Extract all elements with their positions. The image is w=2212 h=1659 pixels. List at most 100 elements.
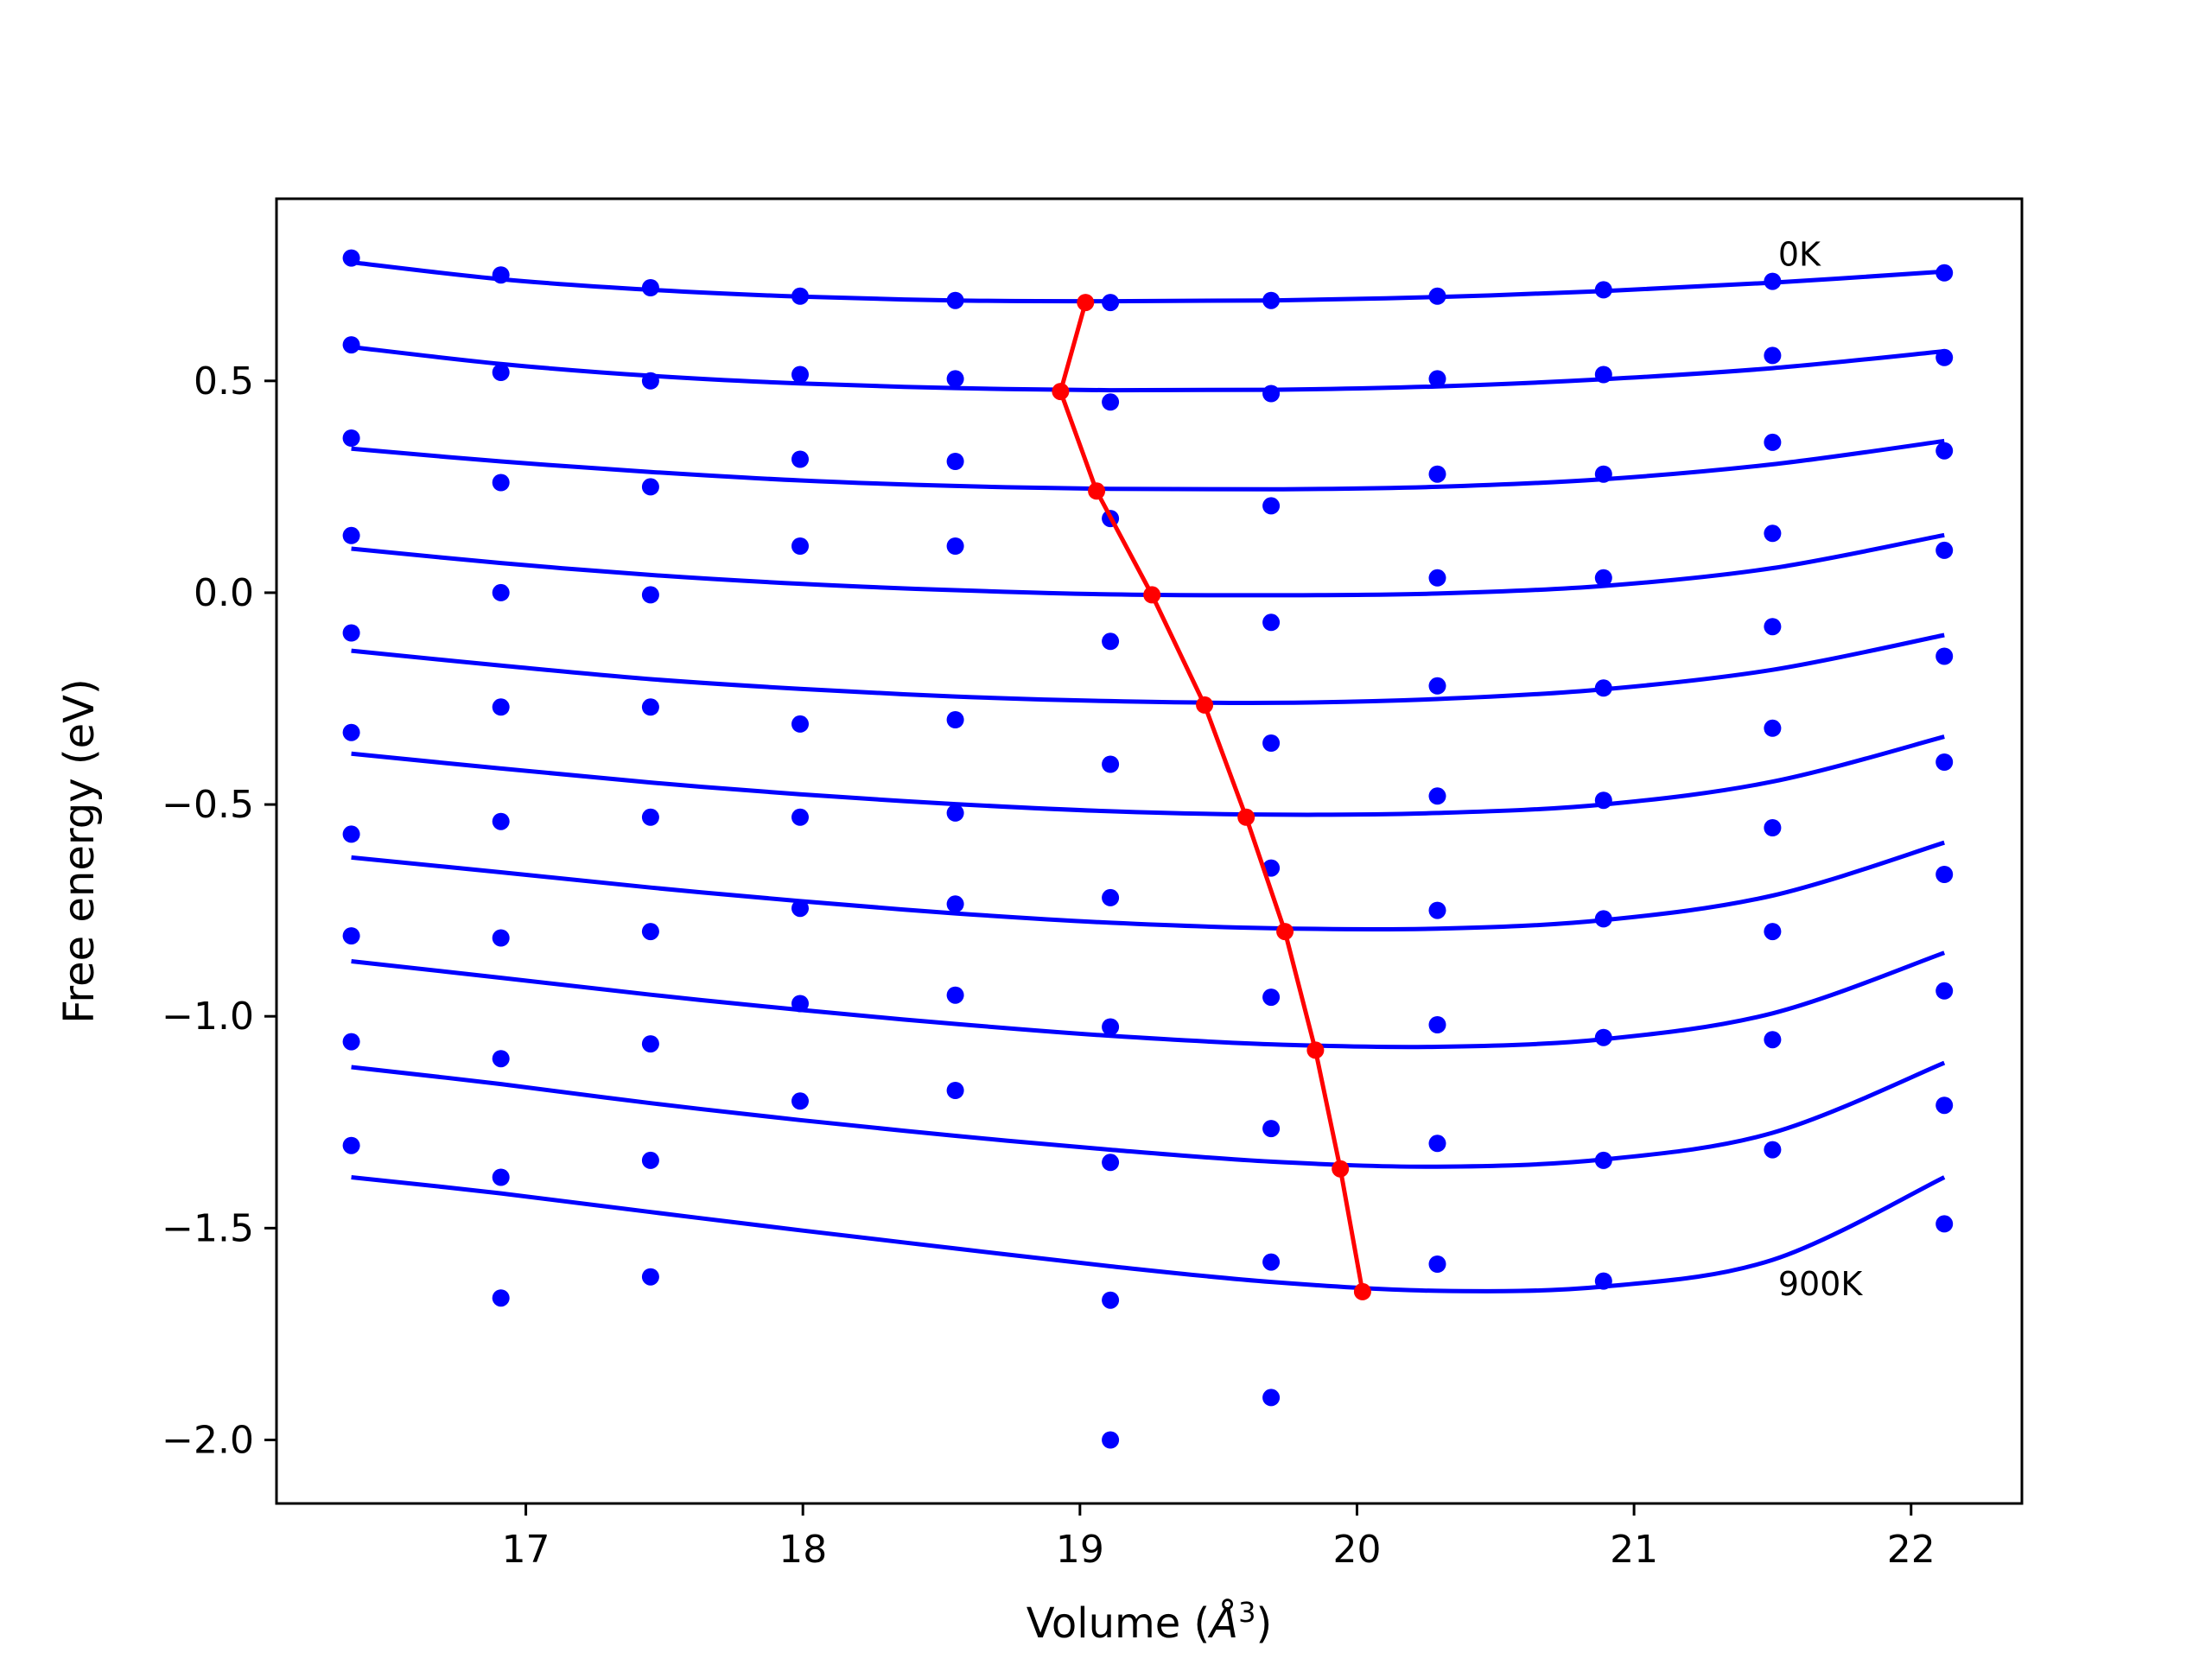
data-point xyxy=(492,929,510,947)
y-tick-label: 0.5 xyxy=(194,359,254,404)
data-point xyxy=(791,450,809,468)
annotation-label: 900K xyxy=(1778,1265,1864,1303)
data-point xyxy=(1594,791,1612,810)
fit-curve-4 xyxy=(351,632,1945,705)
data-point xyxy=(1764,524,1782,543)
annotations: 0K 900K xyxy=(1778,236,1864,1303)
data-point xyxy=(791,287,809,305)
fit-curve-8 xyxy=(351,1060,1946,1169)
data-point xyxy=(492,698,510,716)
data-point xyxy=(1262,1120,1281,1138)
data-point xyxy=(1594,569,1612,587)
data-point xyxy=(342,526,360,544)
data-point xyxy=(1764,346,1782,365)
y-axis: −2.0 −1.5 −1.0 −0.5 0.0 0.5 xyxy=(162,359,276,1462)
x-tick-label: 18 xyxy=(779,1528,827,1572)
data-point xyxy=(641,586,659,604)
data-point xyxy=(641,478,659,496)
data-point xyxy=(1936,866,1954,883)
data-point xyxy=(1102,888,1120,906)
data-point xyxy=(1428,287,1446,305)
data-point xyxy=(492,266,510,284)
data-point xyxy=(1428,787,1446,805)
y-tick-label: 0.0 xyxy=(194,571,254,615)
data-point xyxy=(791,537,809,555)
data-point xyxy=(1936,541,1954,559)
data-point xyxy=(641,372,659,390)
data-point xyxy=(1102,1154,1120,1172)
data-point xyxy=(1936,442,1954,460)
data-point xyxy=(641,698,659,716)
data-point xyxy=(342,1136,360,1154)
minimum-point xyxy=(1196,696,1214,714)
fit-curve-1 xyxy=(351,345,1945,393)
data-point xyxy=(946,895,964,913)
data-point xyxy=(1102,755,1120,773)
data-point xyxy=(641,1268,659,1286)
data-point xyxy=(1428,1255,1446,1273)
data-point xyxy=(492,812,510,830)
data-point xyxy=(1262,385,1281,403)
data-point xyxy=(342,336,360,354)
minimum-point xyxy=(1332,1160,1350,1178)
fit-curve-6 xyxy=(351,840,1945,932)
data-point xyxy=(1936,982,1954,1000)
fit-curve-3 xyxy=(351,532,1945,598)
fit-curves xyxy=(351,260,1946,1294)
data-point xyxy=(492,583,510,601)
data-point xyxy=(1936,1096,1954,1115)
minimum-point xyxy=(1276,923,1294,941)
data-point xyxy=(1102,632,1120,651)
data-point xyxy=(791,995,809,1013)
y-tick-label: −1.5 xyxy=(162,1206,254,1250)
data-point xyxy=(1764,923,1782,941)
data-point xyxy=(641,1151,659,1169)
data-point xyxy=(1594,465,1612,483)
data-point xyxy=(1936,348,1954,366)
x-axis-label: Volume (Å3) xyxy=(1027,1596,1272,1648)
data-point xyxy=(1102,294,1120,312)
data-point xyxy=(641,279,659,296)
data-point xyxy=(342,1033,360,1051)
data-point xyxy=(946,804,964,822)
y-tick-label: −0.5 xyxy=(162,783,254,827)
data-point xyxy=(1764,1141,1782,1159)
data-point xyxy=(1594,1272,1612,1290)
data-point xyxy=(1764,819,1782,836)
data-point xyxy=(946,291,964,309)
x-tick-label: 20 xyxy=(1332,1528,1381,1572)
fit-curve-7 xyxy=(351,950,1946,1050)
y-tick-label: −2.0 xyxy=(162,1418,254,1462)
data-point xyxy=(492,1289,510,1307)
minimum-point xyxy=(1353,1282,1371,1300)
data-point xyxy=(1594,1028,1612,1046)
data-point xyxy=(492,1168,510,1186)
data-point xyxy=(791,1092,809,1110)
data-point xyxy=(1262,1253,1281,1271)
x-tick-label: 17 xyxy=(502,1528,550,1572)
data-point xyxy=(492,364,510,381)
data-point xyxy=(1428,677,1446,695)
data-point xyxy=(1936,647,1954,665)
data-point xyxy=(1428,370,1446,388)
data-point xyxy=(342,429,360,447)
data-point xyxy=(492,474,510,492)
data-point xyxy=(342,249,360,267)
data-point xyxy=(1102,1018,1120,1036)
data-point xyxy=(1262,291,1281,309)
data-point xyxy=(492,1050,510,1068)
data-point xyxy=(946,1082,964,1099)
annotation-label: 0K xyxy=(1778,236,1821,274)
data-point xyxy=(1102,393,1120,411)
minimum-point xyxy=(1052,383,1070,401)
x-tick-label: 21 xyxy=(1610,1528,1658,1572)
data-point xyxy=(946,370,964,388)
data-point xyxy=(791,808,809,826)
data-point xyxy=(641,923,659,941)
minimum-point xyxy=(1143,586,1161,604)
data-point xyxy=(342,927,360,945)
data-point xyxy=(1936,264,1954,282)
plot-frame xyxy=(275,197,2024,1505)
data-point xyxy=(1764,719,1782,737)
